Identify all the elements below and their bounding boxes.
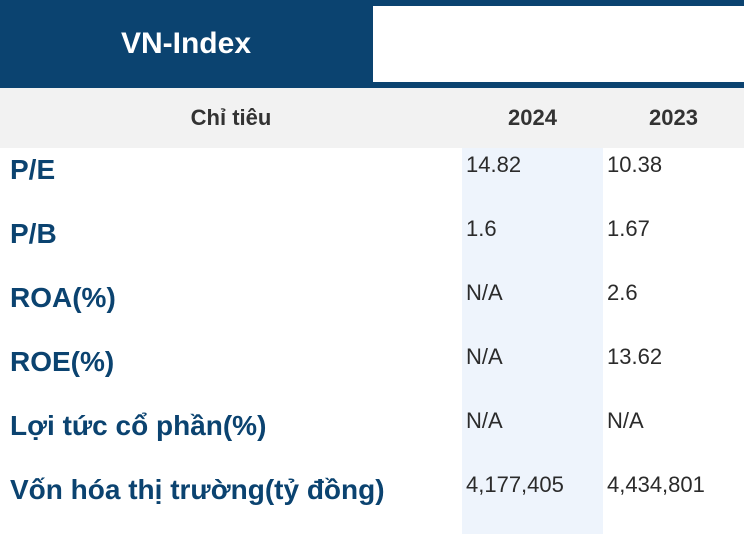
row-label: ROE(%)	[10, 346, 115, 377]
row-value-2024: 14.82	[466, 152, 522, 177]
column-header-row: Chỉ tiêu 2024 2023	[0, 88, 744, 148]
row-label: Lợi tức cổ phần(%)	[10, 410, 267, 441]
row-label: Vốn hóa thị trường(tỷ đồng)	[10, 474, 385, 505]
table-row: P/B 1.6 1.67	[0, 216, 744, 280]
row-value-2023: 1.67	[607, 216, 650, 241]
header-blank-cell	[373, 6, 744, 82]
row-value-2024: 1.6	[466, 216, 497, 241]
row-value-2024: N/A	[466, 408, 503, 433]
row-label: P/E	[10, 154, 56, 185]
row-value-2023: 13.62	[607, 344, 663, 369]
table-row: Vốn hóa thị trường(tỷ đồng) 4,177,405 4,…	[0, 472, 744, 534]
table-row: ROA(%) N/A 2.6	[0, 280, 744, 344]
column-header-2023: 2023	[649, 105, 698, 130]
table-row: P/E 14.82 10.38	[0, 152, 744, 216]
table-row: Lợi tức cổ phần(%) N/A N/A	[0, 408, 744, 472]
row-value-2024: N/A	[466, 280, 503, 305]
column-header-metric: Chỉ tiêu	[190, 105, 272, 130]
row-value-2023: N/A	[607, 408, 644, 433]
column-header-2024: 2024	[462, 88, 603, 148]
row-label: ROA(%)	[10, 282, 116, 313]
index-title: VN-Index	[120, 27, 252, 60]
table-header: VN-Index	[0, 0, 744, 88]
row-value-2023: 2.6	[607, 280, 638, 305]
row-value-2024: 4,177,405	[466, 472, 564, 497]
table-row: ROE(%) N/A 13.62	[0, 344, 744, 408]
column-2024-highlight	[462, 88, 603, 534]
row-value-2023: 4,434,801	[607, 472, 705, 497]
row-value-2023: 10.38	[607, 152, 663, 177]
row-label: P/B	[10, 218, 57, 249]
row-value-2024: N/A	[466, 344, 503, 369]
